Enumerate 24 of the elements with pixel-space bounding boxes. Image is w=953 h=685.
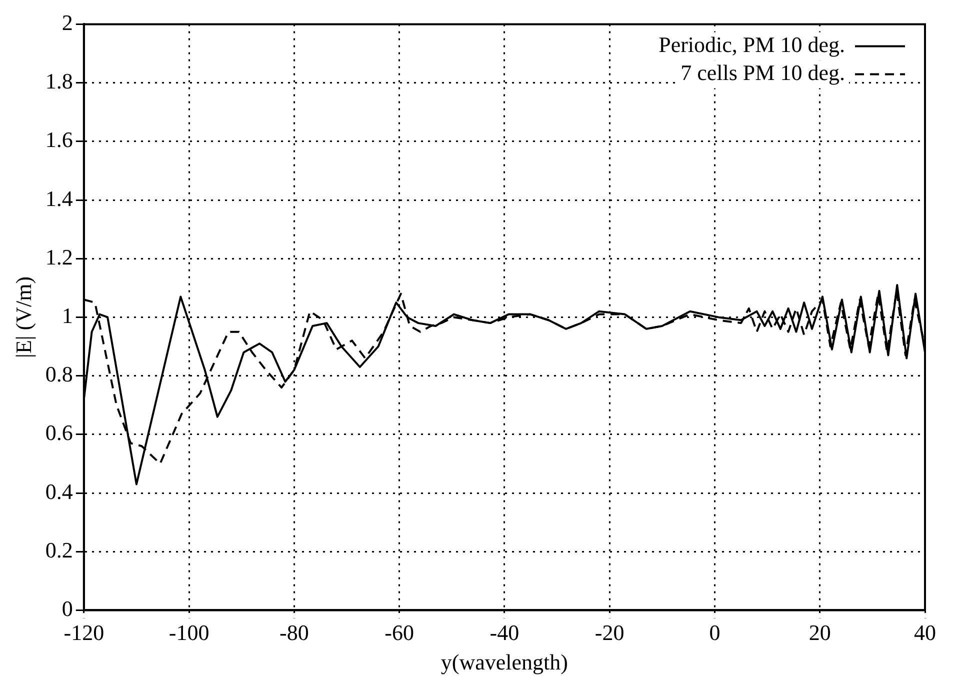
y-tick-label: 1.4 xyxy=(45,186,73,211)
x-tick-label: -20 xyxy=(594,620,624,646)
x-tick-label: -120 xyxy=(64,620,104,646)
x-tick-label: 40 xyxy=(914,620,936,646)
y-tick-label: 0.8 xyxy=(45,362,73,387)
y-tick-label: 0 xyxy=(62,596,73,621)
y-tick-label: 1.8 xyxy=(45,68,73,94)
legend-label: Periodic, PM 10 deg. xyxy=(658,32,845,57)
y-tick-label: 0.4 xyxy=(45,478,73,504)
legend-label: 7 cells PM 10 deg. xyxy=(680,60,845,85)
x-tick-label: 20 xyxy=(808,620,831,646)
y-tick-label: 1.6 xyxy=(45,127,73,152)
x-tick-label: -60 xyxy=(384,620,414,646)
y-tick-label: 1 xyxy=(62,302,73,328)
y-tick-label: 2 xyxy=(62,10,73,35)
x-tick-label: 0 xyxy=(709,620,720,646)
x-axis-title: y(wavelength) xyxy=(440,650,568,675)
x-tick-label: -100 xyxy=(168,620,210,646)
x-tick-label: -80 xyxy=(280,620,309,646)
y-tick-label: 0.2 xyxy=(45,537,73,562)
y-tick-label: 0.6 xyxy=(45,420,73,446)
y-tick-label: 1.2 xyxy=(45,244,73,270)
y-axis-title: |E| (V/m) xyxy=(10,276,36,358)
x-tick-label: -40 xyxy=(490,620,520,646)
